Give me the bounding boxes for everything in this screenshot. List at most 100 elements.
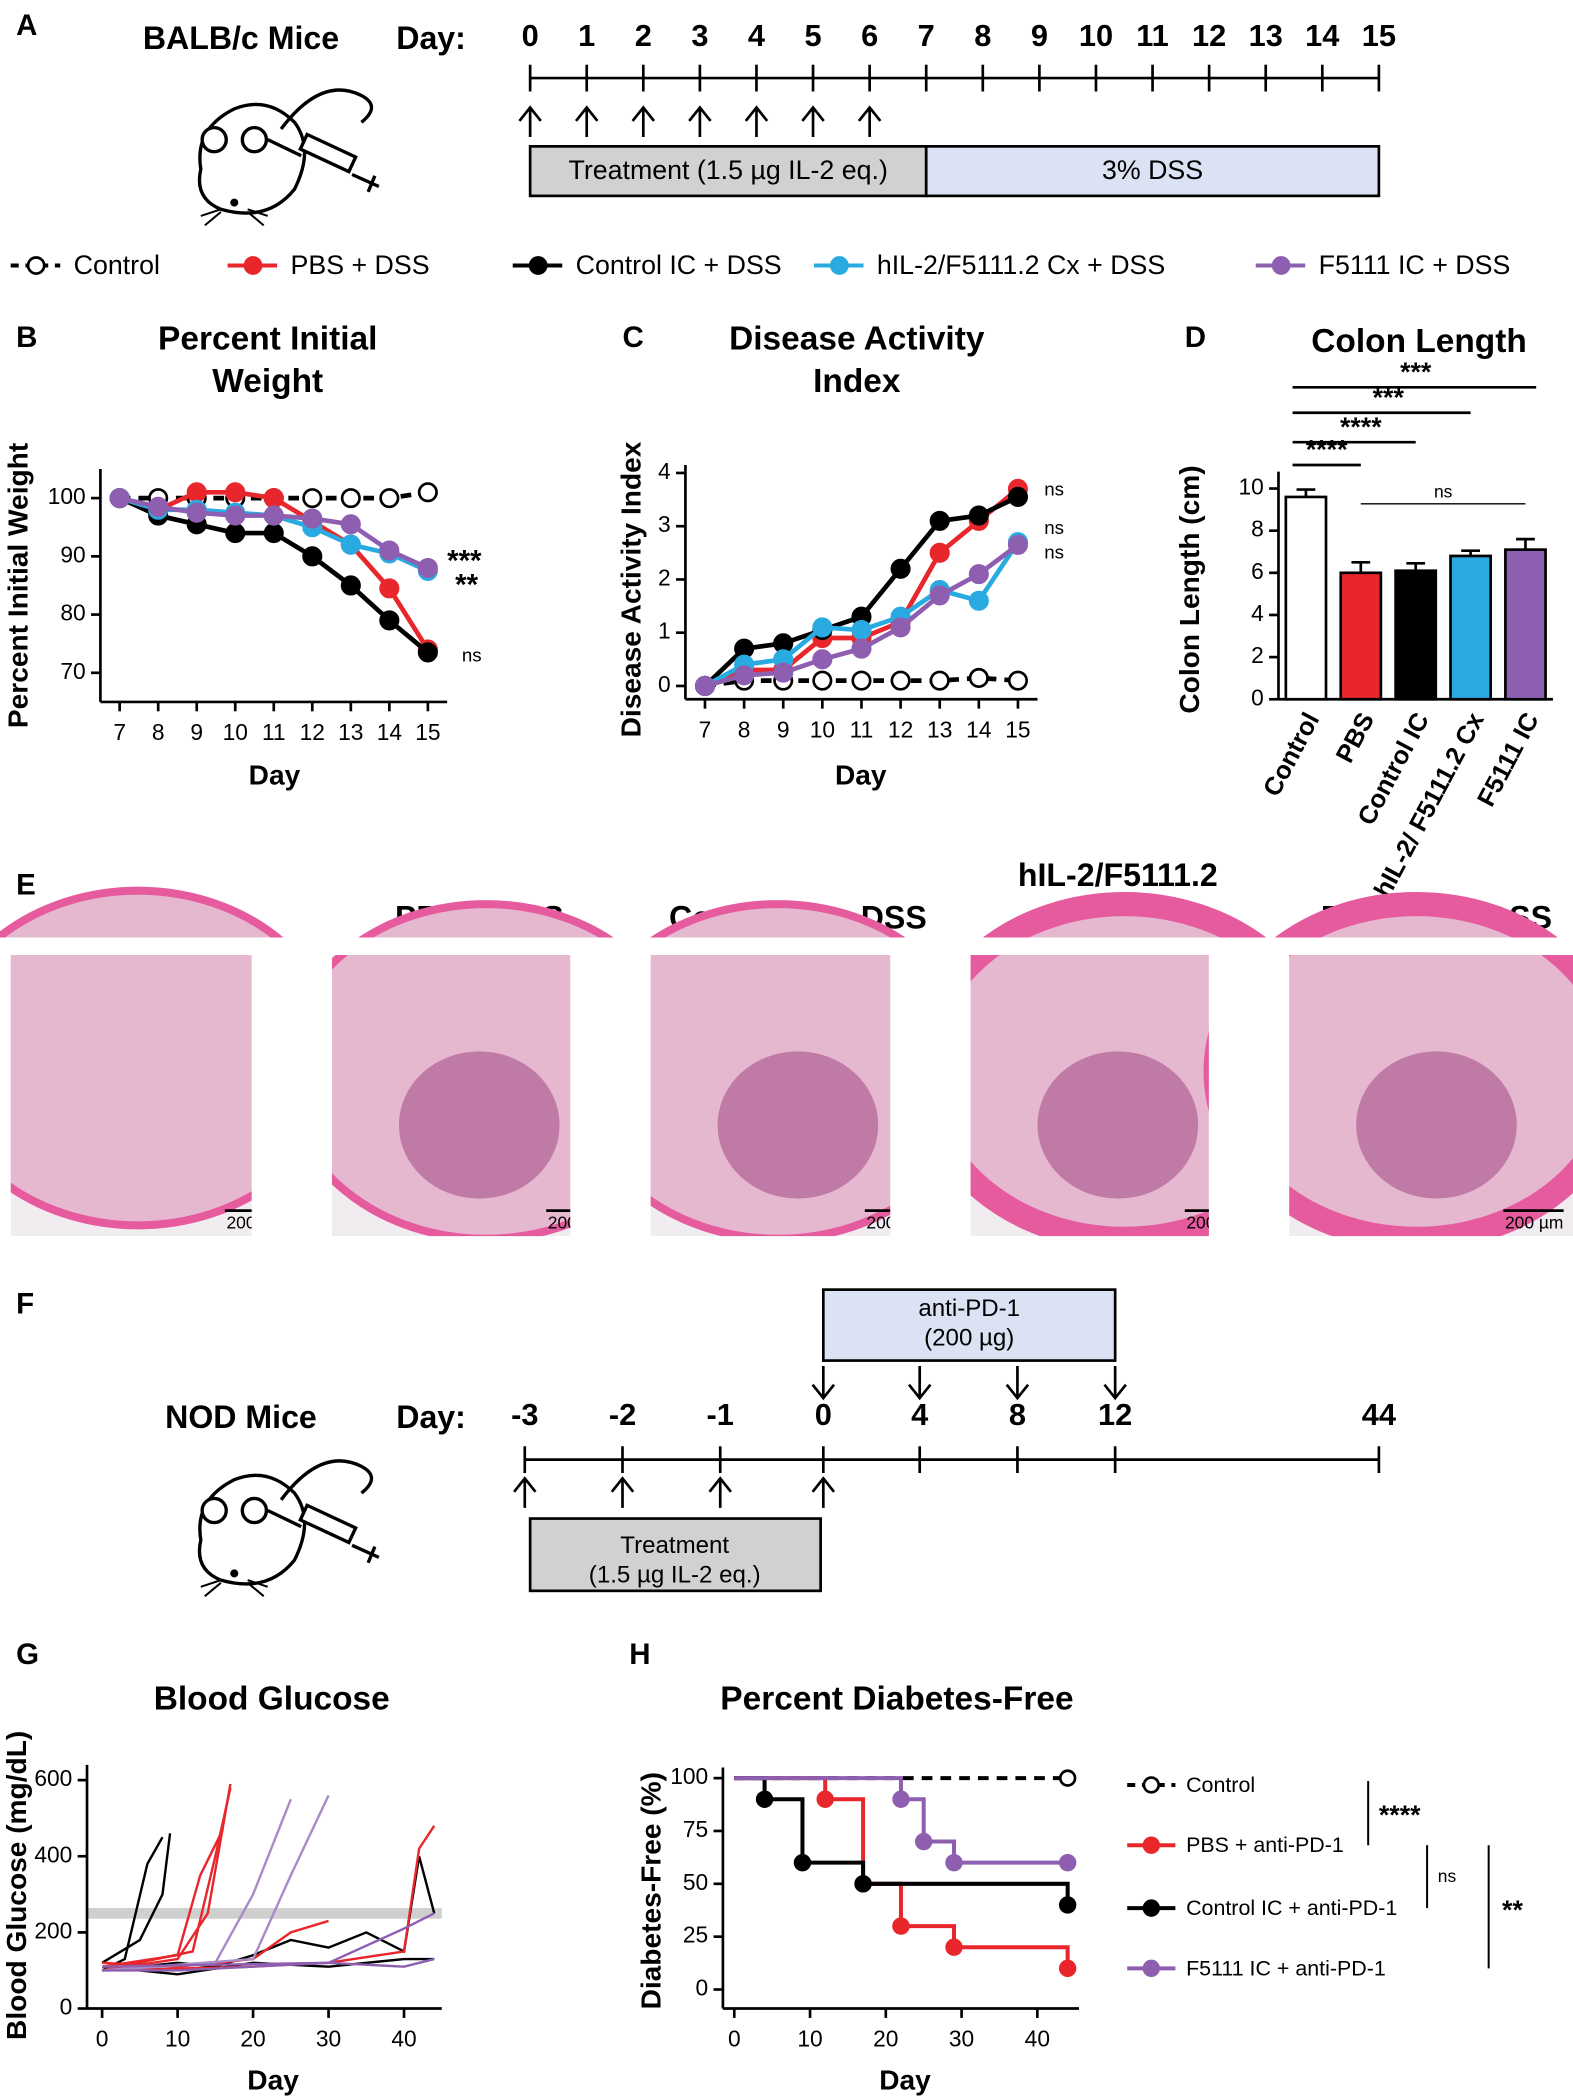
data-point [851,619,872,641]
data-point [340,514,361,535]
tissue-inner [717,1051,879,1199]
dose-arrow [811,1476,836,1508]
dose-arrow [574,105,599,137]
survival-point [1058,1896,1077,1914]
panel-label: H [629,1638,650,1671]
treatment-label: (1.5 µg IL-2 eq.) [589,1561,761,1588]
x-tick-label: 11 [850,716,874,742]
x-tick-label: 13 [927,716,952,742]
survival-point [945,1938,963,1956]
data-point [968,505,989,526]
x-tick-label: 10 [810,716,835,742]
timeline-title: NOD Mice [165,1399,317,1435]
timeline-day: 5 [804,18,821,53]
timeline-day: 4 [911,1397,928,1432]
y-tick-label: 50 [683,1869,708,1895]
data-point [417,642,438,663]
data-point [851,638,872,659]
x-tick-label: 0 [728,2026,741,2052]
timeline-day: 12 [1192,18,1226,53]
bar [1284,495,1328,701]
dose-arrow [801,105,825,137]
significance-label: ** [1502,1895,1523,1925]
antibody-arrow [1103,1365,1127,1401]
y-tick-label: 0 [60,1994,73,2020]
significance-label: **** [1340,412,1382,442]
survival-point [854,1875,872,1893]
y-tick-label: 1 [658,618,671,644]
antibody-label: (200 µg) [924,1325,1014,1352]
legend-marker [1142,1899,1161,1917]
bar [1339,571,1383,701]
dose-arrow [708,1476,732,1508]
chart-title: Weight [212,363,323,400]
data-point [302,546,323,567]
x-tick-label: 0 [96,2026,109,2052]
chart-title: Percent Initial [158,320,377,357]
y-tick-label: 2 [658,564,671,590]
dose-arrow [513,1476,537,1508]
y-tick-label: 100 [670,1763,708,1789]
legend-marker [1142,1959,1161,1978]
image-mask [1208,937,1573,1253]
y-axis-label: Disease Activity Index [616,441,647,737]
panel-label: A [16,9,37,42]
legend-marker [243,256,263,275]
data-point [263,523,284,544]
timeline-day: -3 [511,1397,538,1432]
survival-point [945,1853,963,1872]
series-line [102,1957,435,1972]
series-line [101,1833,172,1964]
x-tick-label: 11 [262,719,286,745]
survival-point [793,1853,812,1872]
timeline-day: 2 [635,18,652,53]
y-tick-label: 0 [1251,684,1264,710]
data-point [340,575,361,596]
legend-label: PBS + anti-PD-1 [1186,1833,1344,1857]
dose-arrow [518,105,542,137]
day-label: Day: [396,1399,466,1435]
annotation: ns [1044,517,1064,538]
y-tick-label: 70 [60,658,85,684]
timeline-title: BALB/c Mice [143,20,339,56]
data-point [851,670,872,691]
x-tick-label: 8 [152,719,165,745]
x-tick-label: 9 [190,719,203,745]
survival-point [1058,1769,1077,1787]
survival-point [892,1917,910,1935]
annotation: ns [1044,478,1064,499]
timeline-day: -2 [609,1397,636,1432]
x-tick-label: 12 [888,716,913,742]
tissue-inner [1356,1051,1517,1199]
legend-label: PBS + DSS [291,250,430,280]
panel-label: B [16,321,37,354]
data-point [968,667,989,688]
legend-marker [830,256,849,275]
x-tick-label: 15 [1005,716,1030,742]
dose-arrow [744,105,769,137]
y-tick-label: 90 [60,541,85,567]
y-tick-label: 4 [1251,600,1264,626]
antibody-arrow [1005,1365,1030,1401]
antibody-arrow [811,1365,836,1401]
y-tick-label: 75 [683,1816,708,1842]
data-point [1007,534,1028,555]
bar [1449,554,1493,701]
bar [1504,548,1547,701]
x-tick-label: 30 [949,2026,974,2052]
legend-label: Control IC + DSS [576,250,782,280]
timeline-day: 9 [1031,18,1048,53]
data-point [340,488,361,509]
data-point [812,617,833,638]
significance-label: ns [1434,482,1453,502]
dss-box [924,145,1381,198]
treatment-box [528,145,928,198]
y-tick-label: 200 [34,1917,72,1943]
timeline-day: 11 [1136,18,1169,53]
timeline-day: 13 [1249,18,1283,53]
x-tick-label: 20 [240,2026,265,2052]
treatment-label: Treatment (1.5 µg IL-2 eq.) [568,155,887,185]
y-tick-label: 0 [658,671,671,697]
timeline-day: 7 [918,18,935,53]
